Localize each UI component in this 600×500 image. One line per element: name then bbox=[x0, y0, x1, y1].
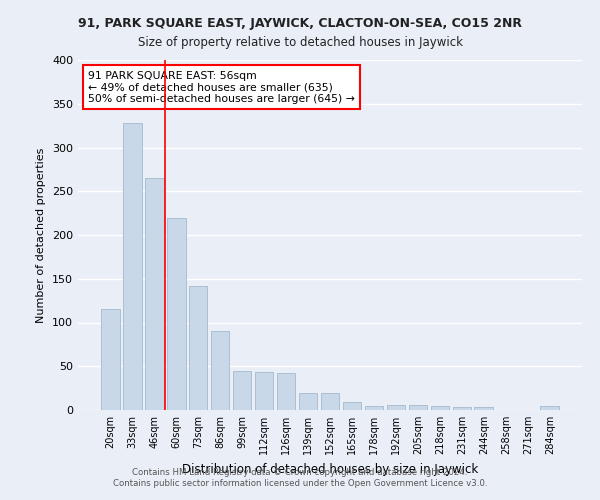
Bar bbox=[255, 372, 274, 410]
Bar bbox=[452, 408, 471, 410]
Bar bbox=[123, 123, 142, 410]
Text: 91, PARK SQUARE EAST, JAYWICK, CLACTON-ON-SEA, CO15 2NR: 91, PARK SQUARE EAST, JAYWICK, CLACTON-O… bbox=[78, 18, 522, 30]
X-axis label: Distribution of detached houses by size in Jaywick: Distribution of detached houses by size … bbox=[182, 462, 478, 475]
Bar bbox=[343, 402, 361, 410]
Bar bbox=[365, 406, 383, 410]
Bar bbox=[145, 178, 164, 410]
Bar bbox=[167, 218, 185, 410]
Bar bbox=[386, 405, 405, 410]
Bar bbox=[189, 286, 208, 410]
Y-axis label: Number of detached properties: Number of detached properties bbox=[37, 148, 46, 322]
Bar bbox=[277, 373, 295, 410]
Bar bbox=[431, 406, 449, 410]
Bar bbox=[211, 331, 229, 410]
Bar bbox=[475, 406, 493, 410]
Bar bbox=[299, 394, 317, 410]
Bar bbox=[233, 370, 251, 410]
Bar bbox=[320, 394, 340, 410]
Bar bbox=[101, 310, 119, 410]
Text: Contains HM Land Registry data © Crown copyright and database right 2024.
Contai: Contains HM Land Registry data © Crown c… bbox=[113, 468, 487, 487]
Bar bbox=[409, 405, 427, 410]
Bar bbox=[541, 406, 559, 410]
Text: Size of property relative to detached houses in Jaywick: Size of property relative to detached ho… bbox=[137, 36, 463, 49]
Text: 91 PARK SQUARE EAST: 56sqm
← 49% of detached houses are smaller (635)
50% of sem: 91 PARK SQUARE EAST: 56sqm ← 49% of deta… bbox=[88, 70, 355, 104]
